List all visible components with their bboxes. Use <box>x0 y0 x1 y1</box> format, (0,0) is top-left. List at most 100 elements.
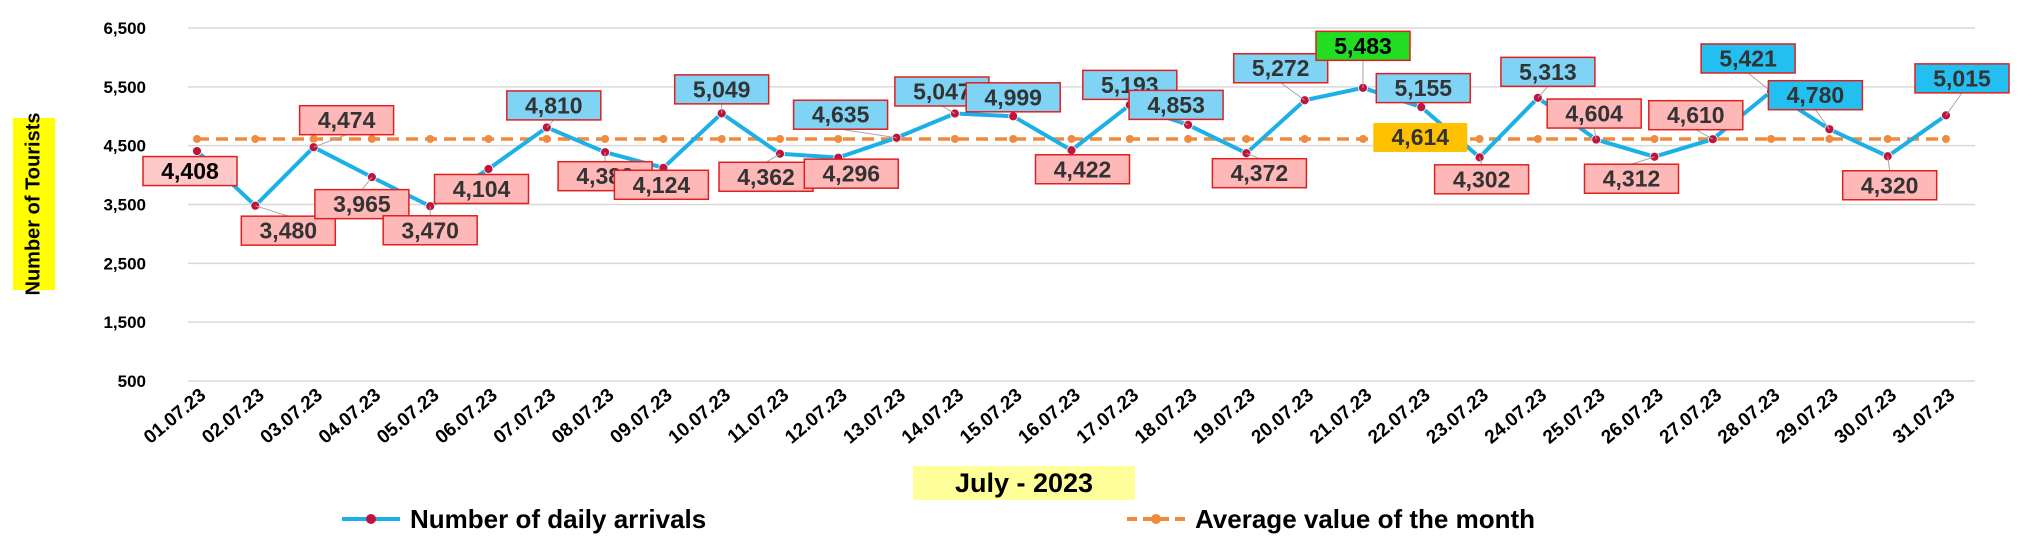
data-label: 5,483 <box>1334 33 1392 59</box>
data-label: 4,635 <box>812 102 870 128</box>
leader-line <box>361 176 373 190</box>
data-label-box <box>1648 99 1744 131</box>
data-label: 3,965 <box>333 191 391 217</box>
data-label-box <box>1767 79 1864 111</box>
data-label-box <box>1232 52 1329 84</box>
data-label: 4,296 <box>823 161 881 187</box>
data-label-box <box>298 104 395 136</box>
average-marker <box>193 134 201 143</box>
x-tick-label: 12.07.23 <box>781 385 851 449</box>
leader-line <box>255 205 289 217</box>
leader-line <box>840 128 897 139</box>
data-label: 4,610 <box>1667 102 1725 128</box>
data-label-box <box>803 158 900 189</box>
average-marker <box>1009 134 1018 143</box>
data-label-box <box>1128 89 1224 121</box>
x-tick-label: 25.07.23 <box>1539 385 1609 449</box>
average-marker <box>1883 134 1892 143</box>
x-tick-label: 11.07.23 <box>724 385 793 448</box>
y-tick-label: 3,500 <box>103 196 146 215</box>
average-marker <box>309 134 318 143</box>
leader-line <box>1175 118 1189 126</box>
leader-line <box>313 134 347 148</box>
x-tick-label: 30.07.23 <box>1831 385 1901 449</box>
data-label: 4,422 <box>1054 156 1112 182</box>
y-tick-label: 4,500 <box>103 137 146 156</box>
average-marker <box>1359 134 1367 143</box>
x-tick-label: 23.07.23 <box>1423 385 1493 449</box>
average-marker <box>1650 134 1659 143</box>
legend-label-average: Average value of the month <box>1195 503 1535 534</box>
x-tick-label: 18.07.23 <box>1131 385 1201 449</box>
average-marker <box>542 134 551 143</box>
data-label: 3,470 <box>401 217 459 243</box>
leader-line <box>1945 92 1963 116</box>
data-label-box <box>142 155 238 187</box>
x-tick-label: 05.07.23 <box>373 385 443 449</box>
x-tick-label: 01.07.23 <box>140 385 210 449</box>
leader-line <box>1537 86 1549 99</box>
x-tick-label: 06.07.23 <box>432 385 502 449</box>
x-tick-label: 07.07.23 <box>490 385 560 449</box>
data-label-box <box>1700 43 1796 74</box>
x-axis-title: July - 2023 <box>913 466 1135 500</box>
x-tick-label: 19.07.23 <box>1189 385 1259 449</box>
average-marker <box>601 134 610 143</box>
average-marker <box>776 134 784 143</box>
y-tick-label: 1,500 <box>103 313 146 332</box>
x-tick-label: 24.07.23 <box>1481 385 1551 449</box>
data-label: 5,155 <box>1395 75 1453 101</box>
x-tick-label: 22.07.23 <box>1364 385 1434 449</box>
y-tick-label: 500 <box>118 372 146 391</box>
average-marker <box>1242 134 1251 143</box>
x-tick-label: 09.07.23 <box>606 385 676 449</box>
average-marker <box>1184 134 1193 143</box>
average-data-label: 4,614 <box>1392 124 1450 150</box>
leader-line <box>765 153 781 163</box>
data-label-box <box>1583 163 1680 194</box>
data-label-box <box>1914 63 2010 94</box>
average-marker <box>251 134 260 143</box>
data-label-box <box>314 188 410 220</box>
data-label-box <box>1546 98 1642 129</box>
leader-line <box>1479 157 1483 165</box>
data-label: 3,480 <box>260 218 318 244</box>
daily-arrivals-marker <box>1066 145 1077 156</box>
leader-line <box>1747 72 1772 92</box>
average-marker <box>659 134 668 143</box>
data-label-box <box>240 215 337 246</box>
y-axis-title-background <box>13 118 55 290</box>
daily-arrivals-marker <box>1416 102 1427 113</box>
daily-arrivals-marker <box>483 164 494 174</box>
leader-line <box>941 105 956 114</box>
leader-line <box>546 119 555 128</box>
data-label: 5,421 <box>1719 45 1777 71</box>
data-label: 4,362 <box>737 164 795 190</box>
x-tick-label: 15.07.23 <box>956 385 1026 449</box>
leader-line <box>1280 82 1305 101</box>
average-marker <box>1125 134 1134 143</box>
data-label-box <box>1841 170 1938 201</box>
legend-item-average: Average value of the month <box>1125 503 1535 535</box>
average-marker <box>834 134 843 143</box>
data-label-box <box>1034 154 1131 185</box>
x-tick-label: 14.07.23 <box>898 385 968 449</box>
x-tick-label: 26.07.23 <box>1598 385 1668 449</box>
y-tick-label: 6,500 <box>103 19 146 38</box>
leader-line <box>1631 156 1655 165</box>
y-tick-label: 5,500 <box>103 78 146 97</box>
data-label: 4,372 <box>1231 160 1289 186</box>
leader-line <box>1246 152 1260 160</box>
average-marker <box>717 134 726 143</box>
daily-arrivals-marker <box>250 200 261 211</box>
data-label-box <box>1211 157 1308 189</box>
x-tick-label: 31.07.23 <box>1889 385 1959 449</box>
data-label-box <box>382 215 478 246</box>
data-label: 4,408 <box>161 158 219 184</box>
x-tick-label: 27.07.23 <box>1656 385 1726 449</box>
average-marker <box>367 134 376 143</box>
average-marker <box>1767 134 1776 143</box>
x-tick-label: 03.07.23 <box>257 385 327 449</box>
daily-arrivals-marker <box>1008 111 1019 122</box>
